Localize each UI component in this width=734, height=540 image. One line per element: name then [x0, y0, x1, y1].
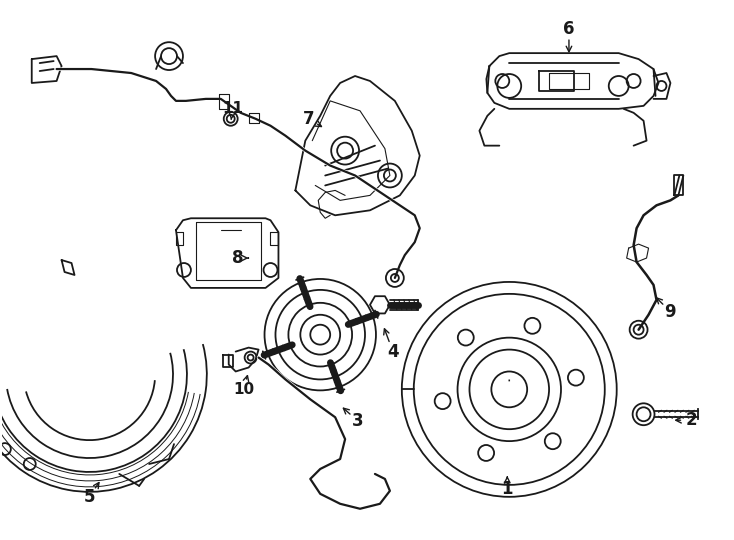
Text: 2: 2: [686, 411, 697, 429]
Text: 9: 9: [664, 303, 676, 321]
Text: 5: 5: [84, 488, 95, 506]
Text: 1: 1: [501, 480, 513, 498]
Text: 11: 11: [222, 102, 243, 116]
Text: 3: 3: [352, 412, 364, 430]
Text: 10: 10: [233, 382, 254, 397]
Text: 7: 7: [302, 110, 314, 128]
Text: 6: 6: [563, 20, 575, 38]
Text: 8: 8: [232, 249, 244, 267]
Text: 4: 4: [387, 342, 399, 361]
